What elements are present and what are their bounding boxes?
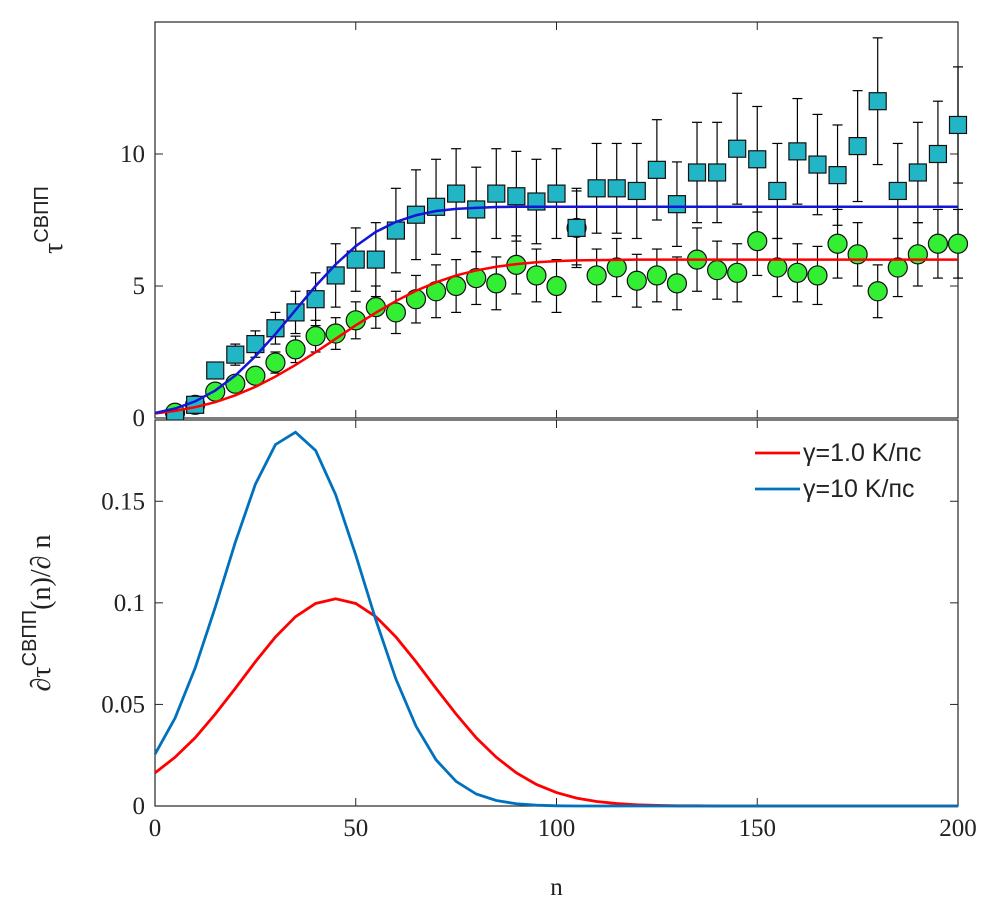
circle-marker — [546, 275, 567, 297]
square-marker — [467, 200, 486, 219]
square-marker — [868, 92, 887, 111]
circle-marker — [446, 275, 467, 297]
y-label-part: (n)/∂ n — [26, 535, 57, 610]
square-marker — [246, 334, 265, 354]
square-marker — [808, 155, 827, 174]
square-marker — [908, 163, 927, 182]
fit-line — [154, 258, 958, 415]
fit-line — [154, 205, 958, 415]
square-marker — [326, 266, 345, 285]
square-marker — [748, 150, 767, 169]
square-marker — [888, 181, 907, 201]
square-marker — [607, 179, 626, 198]
square-marker — [627, 181, 646, 201]
circle-marker — [285, 339, 306, 360]
circle-marker — [466, 267, 487, 289]
y-label-part: ∂τ — [26, 666, 57, 691]
y-tick-label: 10 — [120, 141, 145, 168]
y-tick-label: 5 — [133, 273, 146, 300]
square-marker — [667, 195, 687, 214]
square-marker — [587, 179, 606, 198]
circle-marker — [807, 265, 828, 286]
y-tick-label: 0 — [133, 793, 146, 820]
circle-marker — [787, 262, 808, 283]
square-marker — [728, 139, 747, 158]
x-label: n — [550, 874, 563, 901]
square-marker — [647, 160, 666, 179]
plot-area — [154, 419, 959, 807]
x-tick-label: 0 — [149, 815, 162, 842]
y-label-part: СВПП — [19, 610, 41, 667]
square-marker — [848, 136, 867, 156]
circle-marker — [626, 270, 647, 291]
circle-marker — [486, 273, 507, 294]
circle-marker — [265, 352, 286, 373]
y-tick-label: 0.05 — [101, 691, 145, 718]
square-marker — [507, 187, 526, 206]
circle-marker — [927, 233, 949, 254]
x-tick-label: 50 — [343, 815, 368, 842]
circle-marker — [646, 265, 667, 286]
x-tick-label: 100 — [538, 815, 576, 842]
square-marker — [487, 184, 506, 203]
square-marker — [928, 144, 948, 164]
x-tick-label: 200 — [939, 815, 977, 842]
circle-marker — [747, 231, 768, 252]
square-marker — [948, 115, 968, 135]
square-marker — [366, 250, 385, 269]
square-marker — [788, 142, 807, 161]
y-tick-label: 0.15 — [101, 488, 145, 515]
square-marker — [768, 181, 787, 201]
circle-marker — [887, 257, 908, 278]
square-marker — [266, 319, 285, 338]
square-marker — [447, 184, 466, 203]
circle-marker — [867, 281, 888, 302]
square-marker — [206, 361, 225, 380]
line — [153, 430, 958, 808]
square-marker — [707, 163, 727, 182]
square-marker — [828, 166, 847, 185]
legend-label: γ=10 K/пс — [803, 475, 915, 503]
circle-marker — [767, 257, 788, 278]
square-marker — [306, 290, 325, 309]
circle-marker — [305, 326, 326, 347]
circle-marker — [727, 262, 748, 283]
y-tick-label: 0.1 — [114, 590, 145, 617]
circle-marker — [606, 257, 627, 278]
legend-label: γ=1.0 K/пс — [803, 439, 921, 467]
y-label-part: τ — [38, 243, 69, 254]
x-tick-label: 150 — [739, 815, 777, 842]
square-marker — [687, 163, 707, 182]
square-marker — [567, 218, 586, 238]
circle-marker — [586, 265, 607, 286]
y-label: ∂τСВПП(n)/∂ n — [19, 535, 57, 692]
circle-marker — [385, 302, 406, 323]
circle-marker — [827, 233, 848, 254]
circle-marker — [847, 244, 868, 265]
circle-marker — [405, 289, 427, 310]
circle-marker — [666, 273, 688, 294]
circle-marker — [526, 265, 547, 286]
circle-marker — [907, 244, 928, 265]
y-label-part: СВПП — [31, 186, 53, 243]
y-tick-label: 0 — [133, 405, 146, 432]
circle-marker — [245, 365, 266, 386]
circle-marker — [947, 233, 969, 254]
square-marker — [346, 250, 365, 269]
square-marker — [226, 345, 245, 364]
circle-marker — [706, 260, 728, 281]
y-label: τСВПП — [31, 186, 69, 254]
square-marker — [547, 184, 566, 203]
